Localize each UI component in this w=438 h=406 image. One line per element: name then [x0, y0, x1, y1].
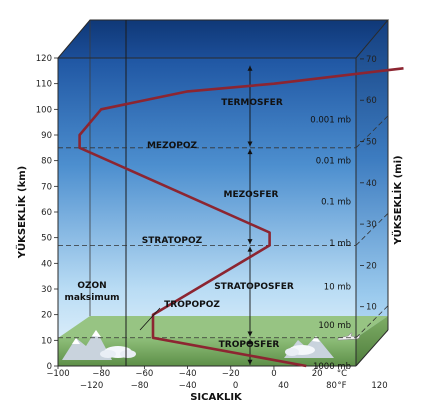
km-tick-label: 120 — [36, 54, 52, 64]
mi-tick-label: 40 — [366, 179, 377, 189]
pressure-label: 0.1 mb — [321, 198, 351, 208]
mi-tick-label: 30 — [366, 220, 377, 230]
label-troposfer: TROPOSFER — [219, 340, 280, 350]
fahrenheit-tick-label: 120 — [371, 381, 387, 391]
cloud-left — [100, 346, 136, 358]
km-tick-label: 90 — [41, 131, 52, 141]
fahrenheit-unit: °F — [337, 381, 346, 391]
arrow-mezosfer-head-bottom — [247, 239, 253, 245]
mi-tick-label: 70 — [366, 55, 377, 65]
km-tick-label: 100 — [36, 105, 52, 115]
fahrenheit-axis: −120 −80 −40 0 40 80 120 — [80, 381, 388, 391]
pressure-label: 10 mb — [324, 282, 351, 292]
fahrenheit-tick-label: 40 — [278, 381, 289, 391]
right-axis-title: YÜKSEKLİK (mi) — [390, 155, 404, 245]
temperature-profile-line — [78, 67, 404, 368]
pressure-label: 0.01 mb — [316, 157, 351, 167]
label-stratopoz: STRATOPOZ — [142, 236, 203, 246]
box-top-face — [58, 20, 388, 58]
celsius-tick-label: −80 — [92, 369, 110, 379]
layer-arrows — [247, 65, 253, 365]
km-tick-label: 10 — [41, 336, 52, 346]
fahrenheit-tick-label: −80 — [131, 381, 149, 391]
km-tick-label: 50 — [41, 234, 52, 244]
celsius-tick-label: 20 — [312, 369, 323, 379]
box-front-face — [58, 58, 356, 366]
km-tick-label: 80 — [41, 157, 52, 167]
arrow-termosfer-head-top — [247, 65, 253, 71]
ground-side — [356, 316, 388, 366]
fahrenheit-tick-label: −40 — [179, 381, 197, 391]
label-termosfer: TERMOSFER — [221, 98, 283, 108]
km-axis: 0 10 20 30 40 50 60 70 80 90 100 110 120 — [36, 54, 58, 372]
bottom-axis-title: SICAKLIK — [190, 392, 243, 403]
fahrenheit-tick-label: −120 — [80, 381, 103, 391]
km-tick-label: 110 — [36, 80, 52, 90]
arrow-stratosfer-head-bottom — [247, 331, 253, 337]
box-outline — [56, 19, 390, 367]
label-ozone: OZON — [77, 281, 106, 291]
pressure-label: 100 mb — [318, 321, 351, 331]
label-stratosfer: STRATOPOSFER — [214, 282, 294, 292]
km-tick-label: 60 — [41, 208, 52, 218]
ground-top — [58, 316, 388, 338]
km-tick-label: 0 — [47, 362, 52, 372]
mile-axis: 10 20 30 40 50 60 70 — [360, 55, 377, 313]
km-tick-label: 30 — [41, 285, 52, 295]
celsius-tick-label: −40 — [179, 369, 197, 379]
arrow-troposfer-head-top — [247, 339, 253, 345]
km-tick-label: 70 — [41, 182, 52, 192]
km-tick-label: 20 — [41, 311, 52, 321]
mi-tick-label: 10 — [366, 303, 377, 313]
fahrenheit-tick-label: 0 — [233, 381, 238, 391]
mi-tick-label: 50 — [366, 138, 377, 148]
label-mezopoz: MEZOPOZ — [147, 141, 198, 151]
arrow-mezosfer-head-top — [247, 149, 253, 155]
arrow-stratosfer-head-top — [247, 246, 253, 252]
label-tropopoz: TROPOPOZ — [164, 300, 220, 310]
arrow-termosfer-head-bottom — [247, 141, 253, 147]
celsius-axis: −100 −80 −60 −40 −20 0 20 — [46, 366, 323, 379]
tropopoz-pointer — [139, 307, 161, 331]
left-axis-title: YÜKSEKLİK (km) — [14, 166, 28, 259]
celsius-tick-label: −20 — [222, 369, 240, 379]
cloud-right — [285, 345, 315, 356]
celsius-tick-label: −100 — [46, 369, 69, 379]
label-ozone-max: maksimum — [64, 293, 119, 303]
fahrenheit-tick-label: 80 — [326, 381, 337, 391]
pressure-label: 0.001 mb — [310, 116, 351, 126]
box-side-face — [356, 20, 388, 366]
celsius-tick-label: 0 — [271, 369, 276, 379]
pressure-label: 1000 mb — [313, 362, 351, 372]
pressure-labels: 1000 mb 100 mb 10 mb 1 mb 0.1 mb 0.01 mb 0.001… — [310, 116, 351, 372]
layer-boundaries — [58, 115, 389, 339]
celsius-unit: °C — [337, 369, 347, 379]
mi-tick-label: 20 — [366, 261, 377, 271]
celsius-tick-label: −60 — [135, 369, 153, 379]
label-mezosfer: MEZOSFER — [224, 190, 279, 200]
km-tick-label: 40 — [41, 259, 52, 269]
mi-tick-label: 60 — [366, 96, 377, 106]
arrow-troposfer-head-bottom — [247, 359, 253, 365]
pressure-label: 1 mb — [329, 239, 351, 249]
